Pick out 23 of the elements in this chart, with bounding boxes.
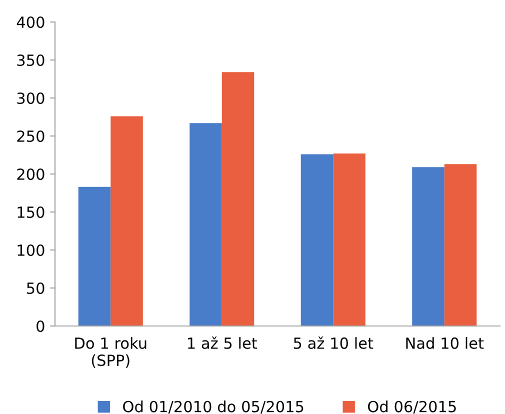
x-tick-label: 5 až 10 let xyxy=(294,336,374,349)
y-tick-label: 150 xyxy=(18,206,44,218)
bar xyxy=(333,153,366,326)
x-tick-label: Do 1 roku (SPP) xyxy=(75,337,146,368)
y-tick-label: 100 xyxy=(18,244,44,256)
bar xyxy=(412,167,444,326)
y-tick-label: 250 xyxy=(17,130,44,142)
bar xyxy=(222,72,254,326)
bar xyxy=(444,164,477,326)
x-tick-label: Nad 10 let xyxy=(406,337,484,349)
y-tick-label: 0 xyxy=(36,320,44,332)
y-tick-label: 200 xyxy=(17,168,44,180)
y-tick-label: 400 xyxy=(16,16,44,28)
bar xyxy=(110,116,143,326)
y-tick-label: 300 xyxy=(17,92,44,104)
legend-label: Od 01/2010 do 05/2015 xyxy=(123,400,304,414)
legend-label: Od 06/2015 xyxy=(368,400,456,414)
y-tick-label: 350 xyxy=(17,54,44,66)
x-tick-label: 1 až 5 let xyxy=(188,336,258,349)
bar xyxy=(190,123,222,326)
y-tick-label: 50 xyxy=(27,282,44,294)
bar xyxy=(78,186,111,326)
bar xyxy=(300,154,334,326)
